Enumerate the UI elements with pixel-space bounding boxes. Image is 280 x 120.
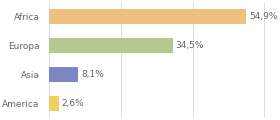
- Bar: [49, 96, 59, 111]
- Bar: [49, 9, 246, 24]
- Bar: [49, 38, 173, 53]
- Text: 2,6%: 2,6%: [61, 99, 84, 108]
- Text: 8,1%: 8,1%: [81, 70, 104, 79]
- Bar: [49, 67, 78, 82]
- Text: 34,5%: 34,5%: [176, 41, 204, 50]
- Text: 54,9%: 54,9%: [249, 12, 277, 21]
